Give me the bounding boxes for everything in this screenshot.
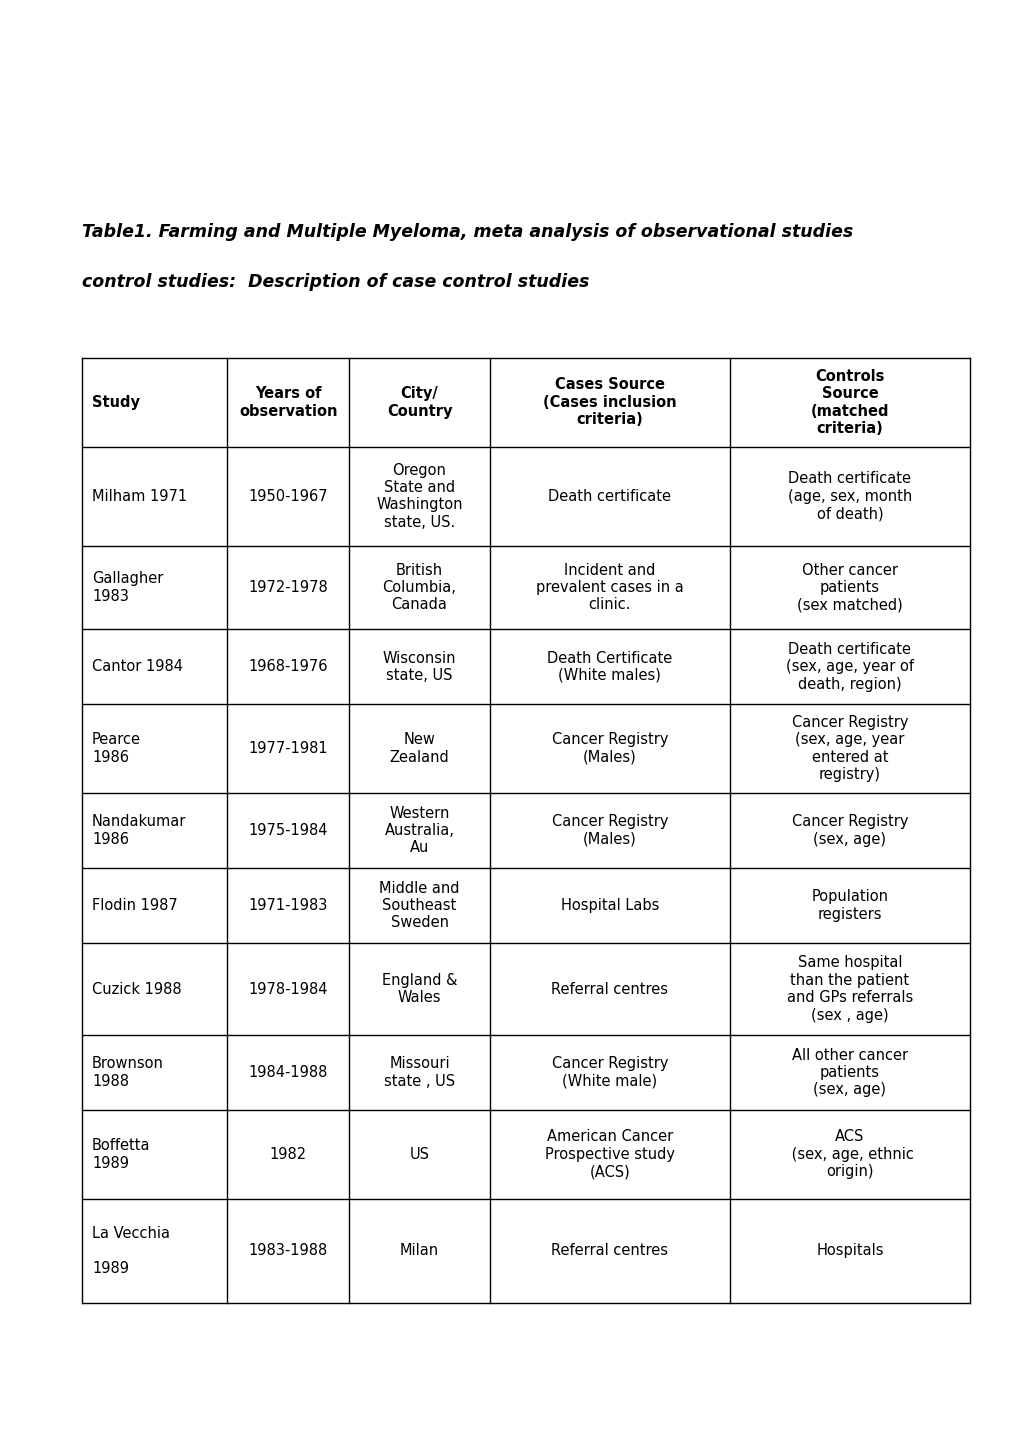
- Text: Missouri
state , US: Missouri state , US: [383, 1056, 454, 1088]
- Text: Cancer Registry
(White male): Cancer Registry (White male): [551, 1056, 667, 1088]
- Text: Study: Study: [92, 395, 140, 410]
- Text: Milham 1971: Milham 1971: [92, 489, 186, 504]
- Text: Western
Australia,
Au: Western Australia, Au: [384, 805, 454, 856]
- Text: 1983-1988: 1983-1988: [249, 1244, 327, 1258]
- Text: Referral centres: Referral centres: [551, 1244, 667, 1258]
- Text: US: US: [410, 1147, 429, 1162]
- Text: Same hospital
than the patient
and GPs referrals
(sex , age): Same hospital than the patient and GPs r…: [786, 955, 912, 1023]
- Text: 1972-1978: 1972-1978: [248, 580, 328, 595]
- Text: 1977-1981: 1977-1981: [248, 742, 328, 756]
- Text: Death certificate: Death certificate: [548, 489, 671, 504]
- Text: Cancer Registry
(Males): Cancer Registry (Males): [551, 814, 667, 847]
- Text: control studies:  Description of case control studies: control studies: Description of case con…: [82, 273, 589, 291]
- Text: Flodin 1987: Flodin 1987: [92, 898, 177, 913]
- Text: Hospital Labs: Hospital Labs: [560, 898, 658, 913]
- Text: Milan: Milan: [399, 1244, 438, 1258]
- Text: Oregon
State and
Washington
state, US.: Oregon State and Washington state, US.: [376, 463, 463, 530]
- Text: Middle and
Southeast
Sweden: Middle and Southeast Sweden: [379, 880, 460, 931]
- Text: ACS
 (sex, age, ethnic
origin): ACS (sex, age, ethnic origin): [786, 1130, 912, 1179]
- Text: Cantor 1984: Cantor 1984: [92, 659, 182, 674]
- Text: Nandakumar
1986: Nandakumar 1986: [92, 814, 186, 847]
- Text: Other cancer
patients
(sex matched): Other cancer patients (sex matched): [796, 563, 902, 612]
- Text: 1978-1984: 1978-1984: [249, 981, 327, 997]
- Text: Table1. Farming and Multiple Myeloma, meta analysis of observational studies: Table1. Farming and Multiple Myeloma, me…: [82, 224, 853, 241]
- Text: Pearce
1986: Pearce 1986: [92, 733, 141, 765]
- Text: England &
Wales: England & Wales: [381, 973, 457, 1006]
- Text: Population
registers: Population registers: [811, 889, 888, 922]
- Text: Incident and
prevalent cases in a
clinic.: Incident and prevalent cases in a clinic…: [535, 563, 683, 612]
- Text: Death certificate
(sex, age, year of
death, region): Death certificate (sex, age, year of dea…: [786, 642, 913, 691]
- Text: Cuzick 1988: Cuzick 1988: [92, 981, 181, 997]
- Text: Hospitals: Hospitals: [815, 1244, 882, 1258]
- Text: La Vecchia

1989: La Vecchia 1989: [92, 1227, 170, 1276]
- Text: Controls
Source
(matched
criteria): Controls Source (matched criteria): [810, 369, 889, 436]
- Text: Cases Source
(Cases inclusion
criteria): Cases Source (Cases inclusion criteria): [542, 378, 676, 427]
- Text: 1975-1984: 1975-1984: [249, 823, 327, 838]
- Text: 1950-1967: 1950-1967: [248, 489, 328, 504]
- Text: 1971-1983: 1971-1983: [249, 898, 327, 913]
- Text: Cancer Registry
(Males): Cancer Registry (Males): [551, 733, 667, 765]
- Text: City/
Country: City/ Country: [386, 387, 451, 418]
- Text: Gallagher
1983: Gallagher 1983: [92, 571, 163, 603]
- Text: Death certificate
(age, sex, month
of death): Death certificate (age, sex, month of de…: [787, 472, 911, 521]
- Text: Death Certificate
(White males): Death Certificate (White males): [546, 651, 672, 683]
- Text: Boffetta
1989: Boffetta 1989: [92, 1139, 151, 1170]
- Text: Years of
observation: Years of observation: [238, 387, 337, 418]
- Text: Cancer Registry
(sex, age, year
entered at
registry): Cancer Registry (sex, age, year entered …: [791, 716, 907, 782]
- Text: 1968-1976: 1968-1976: [249, 659, 327, 674]
- Text: Referral centres: Referral centres: [551, 981, 667, 997]
- Text: 1982: 1982: [269, 1147, 307, 1162]
- Text: All other cancer
patients
(sex, age): All other cancer patients (sex, age): [791, 1048, 907, 1097]
- Text: American Cancer
Prospective study
(ACS): American Cancer Prospective study (ACS): [544, 1130, 675, 1179]
- Text: Cancer Registry
(sex, age): Cancer Registry (sex, age): [791, 814, 907, 847]
- Text: New
Zealand: New Zealand: [389, 733, 449, 765]
- Text: Brownson
1988: Brownson 1988: [92, 1056, 164, 1088]
- Text: British
Columbia,
Canada: British Columbia, Canada: [382, 563, 457, 612]
- Text: 1984-1988: 1984-1988: [249, 1065, 327, 1079]
- Text: Wisconsin
state, US: Wisconsin state, US: [382, 651, 455, 683]
